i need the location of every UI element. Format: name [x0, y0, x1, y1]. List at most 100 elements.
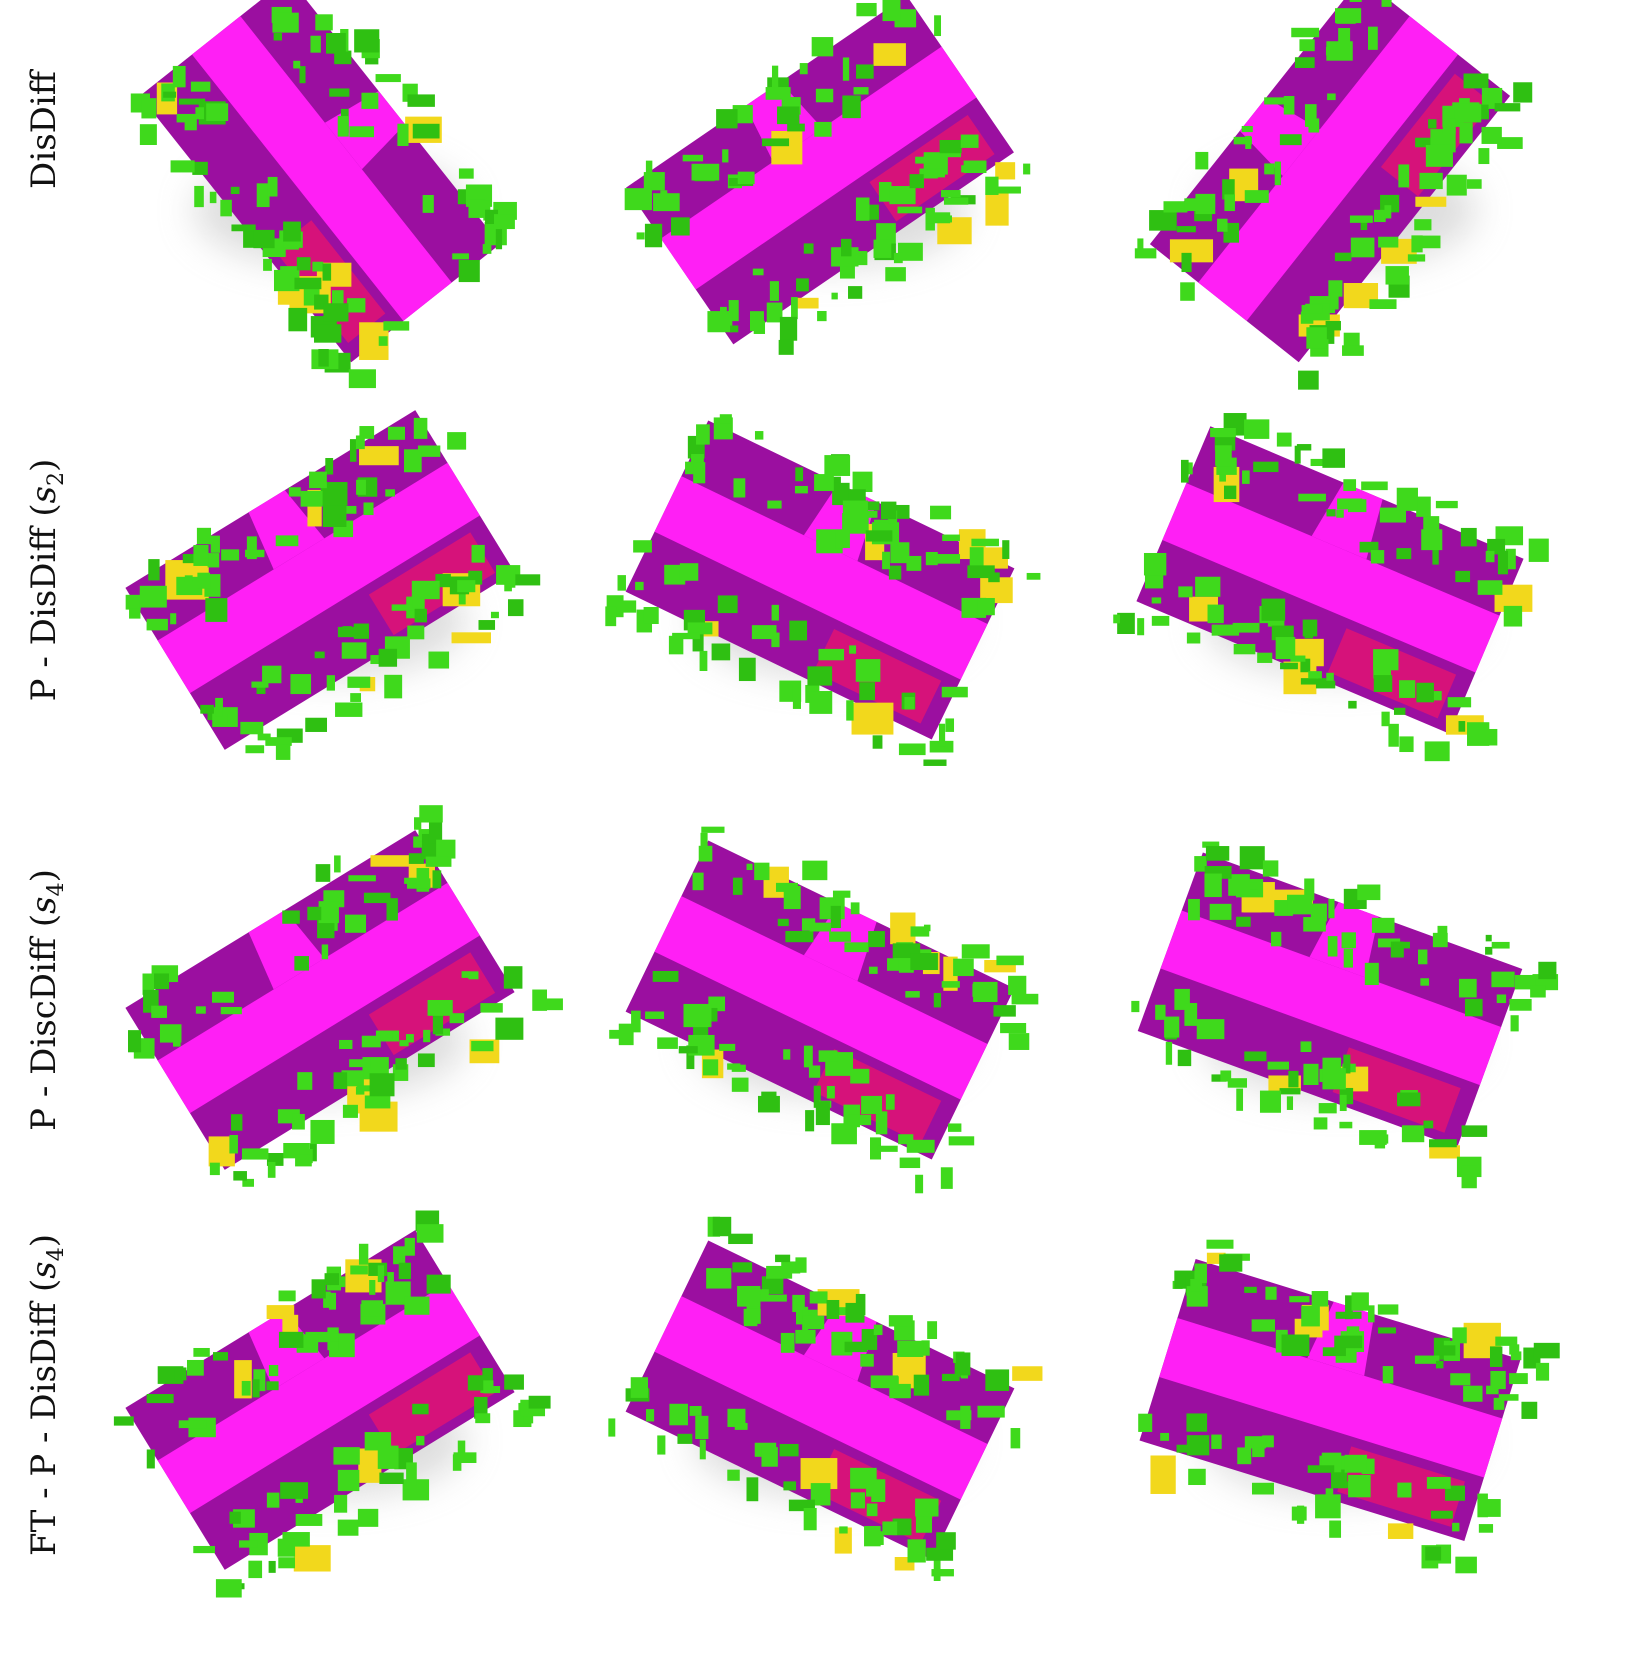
vegetation [253, 229, 275, 249]
vegetation [249, 1532, 268, 1556]
vegetation [1011, 993, 1039, 1005]
vegetation [897, 206, 923, 214]
vegetation [245, 549, 265, 558]
label-text: DisDiff [24, 68, 64, 189]
vegetation [1149, 210, 1177, 231]
vegetation [716, 109, 738, 129]
vegetation [885, 267, 906, 282]
vegetation [393, 1246, 406, 1265]
row-label: P - DisDiff (s2) [24, 459, 69, 702]
vegetation [358, 1243, 369, 1265]
vegetation [468, 199, 486, 218]
vegetation [1304, 878, 1315, 901]
vegetation [1461, 1165, 1477, 1189]
vegetation [503, 966, 523, 989]
vegetation [699, 1439, 706, 1460]
vegetation [994, 186, 1021, 194]
vegetation [1196, 1019, 1225, 1040]
vegetation [1385, 266, 1409, 285]
sidewalk [368, 1352, 496, 1456]
vegetation [933, 992, 942, 1008]
vegetation [480, 1003, 503, 1013]
vegetation [458, 168, 474, 179]
vegetation [1490, 1370, 1506, 1390]
vegetation [856, 2, 877, 17]
vegetation [727, 1408, 746, 1427]
vegetation [478, 620, 496, 630]
vegetation [692, 631, 704, 652]
vegetation [671, 217, 690, 236]
vegetation [605, 606, 617, 627]
vegetation [348, 875, 376, 882]
vegetation [1232, 622, 1260, 633]
vegetation [337, 626, 357, 638]
vegetation [1302, 619, 1318, 637]
vegetation [413, 417, 428, 439]
vegetation [209, 191, 217, 204]
vegetation [1509, 1344, 1520, 1355]
vegetation [870, 1137, 882, 1160]
vegetation [334, 855, 341, 873]
vegetation [532, 989, 548, 1011]
vegetation [1239, 846, 1265, 870]
vegetation [905, 991, 920, 998]
vegetation [1176, 1444, 1188, 1453]
vegetation [210, 535, 220, 553]
vegetation [1495, 1336, 1518, 1346]
vegetation [1008, 1033, 1030, 1050]
vegetation [830, 905, 841, 929]
vegetation [266, 1492, 280, 1508]
vegetation [1528, 538, 1549, 562]
vegetation [1252, 1447, 1265, 1458]
vegetation [889, 186, 916, 205]
vegetation [1134, 248, 1157, 259]
vegetation [1478, 1524, 1494, 1533]
vegetation [1251, 1482, 1274, 1495]
vegetation [807, 666, 833, 686]
vegetation [853, 87, 869, 95]
vegetation [977, 597, 995, 616]
vegetation [848, 489, 866, 504]
vegetation [1349, 215, 1373, 223]
vegetation [277, 1538, 296, 1557]
vegetation [1370, 550, 1385, 564]
vegetation [731, 1077, 749, 1092]
vegetation [427, 1000, 453, 1016]
vegetation [1458, 721, 1466, 732]
vegetation [354, 29, 380, 53]
vegetation [1359, 541, 1379, 553]
vegetation [783, 1049, 791, 1060]
vegetation [1274, 161, 1281, 186]
vegetation [507, 599, 524, 617]
vegetation [1416, 496, 1431, 517]
vegetation [426, 1274, 451, 1294]
vegetation [941, 981, 960, 988]
vegetation [377, 1445, 399, 1469]
vegetation [685, 461, 697, 475]
vegetation [536, 998, 563, 1011]
vegetation [868, 931, 885, 948]
vegetation [810, 1483, 831, 1506]
vegetation [231, 224, 256, 232]
vegetation [653, 193, 680, 212]
vegetation [1425, 1546, 1442, 1561]
vegetation [624, 188, 652, 211]
vegetation [1288, 1070, 1299, 1088]
vegetation [125, 594, 141, 610]
vegetation [348, 369, 376, 389]
vegetation [1325, 1488, 1334, 1496]
scene [125, 805, 563, 1187]
vegetation [1298, 493, 1326, 502]
vegetation [1026, 572, 1041, 580]
vegetation [315, 14, 333, 31]
vegetation [1155, 1004, 1166, 1020]
vegetation [275, 535, 299, 547]
vegetation [278, 1331, 304, 1348]
vegetation [1503, 605, 1523, 627]
vegetation [1313, 1117, 1328, 1130]
vegetation [1497, 550, 1508, 575]
vegetation [1195, 576, 1221, 597]
vegetation [783, 885, 801, 910]
vegetation [899, 1157, 921, 1169]
vegetation [1428, 1139, 1457, 1148]
